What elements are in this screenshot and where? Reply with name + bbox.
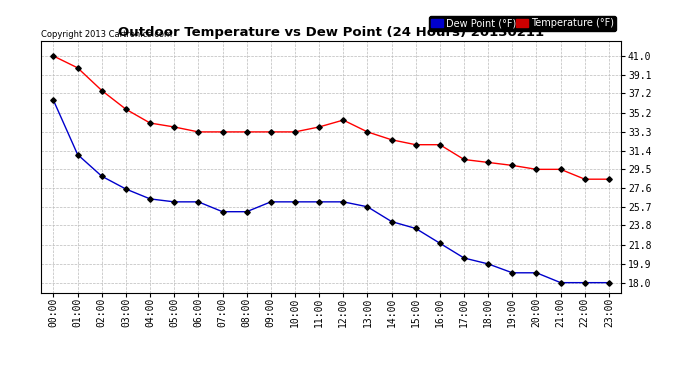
Text: Copyright 2013 Cartronics.com: Copyright 2013 Cartronics.com (41, 30, 172, 39)
Legend: Dew Point (°F), Temperature (°F): Dew Point (°F), Temperature (°F) (429, 16, 616, 31)
Title: Outdoor Temperature vs Dew Point (24 Hours) 20130211: Outdoor Temperature vs Dew Point (24 Hou… (118, 26, 544, 39)
